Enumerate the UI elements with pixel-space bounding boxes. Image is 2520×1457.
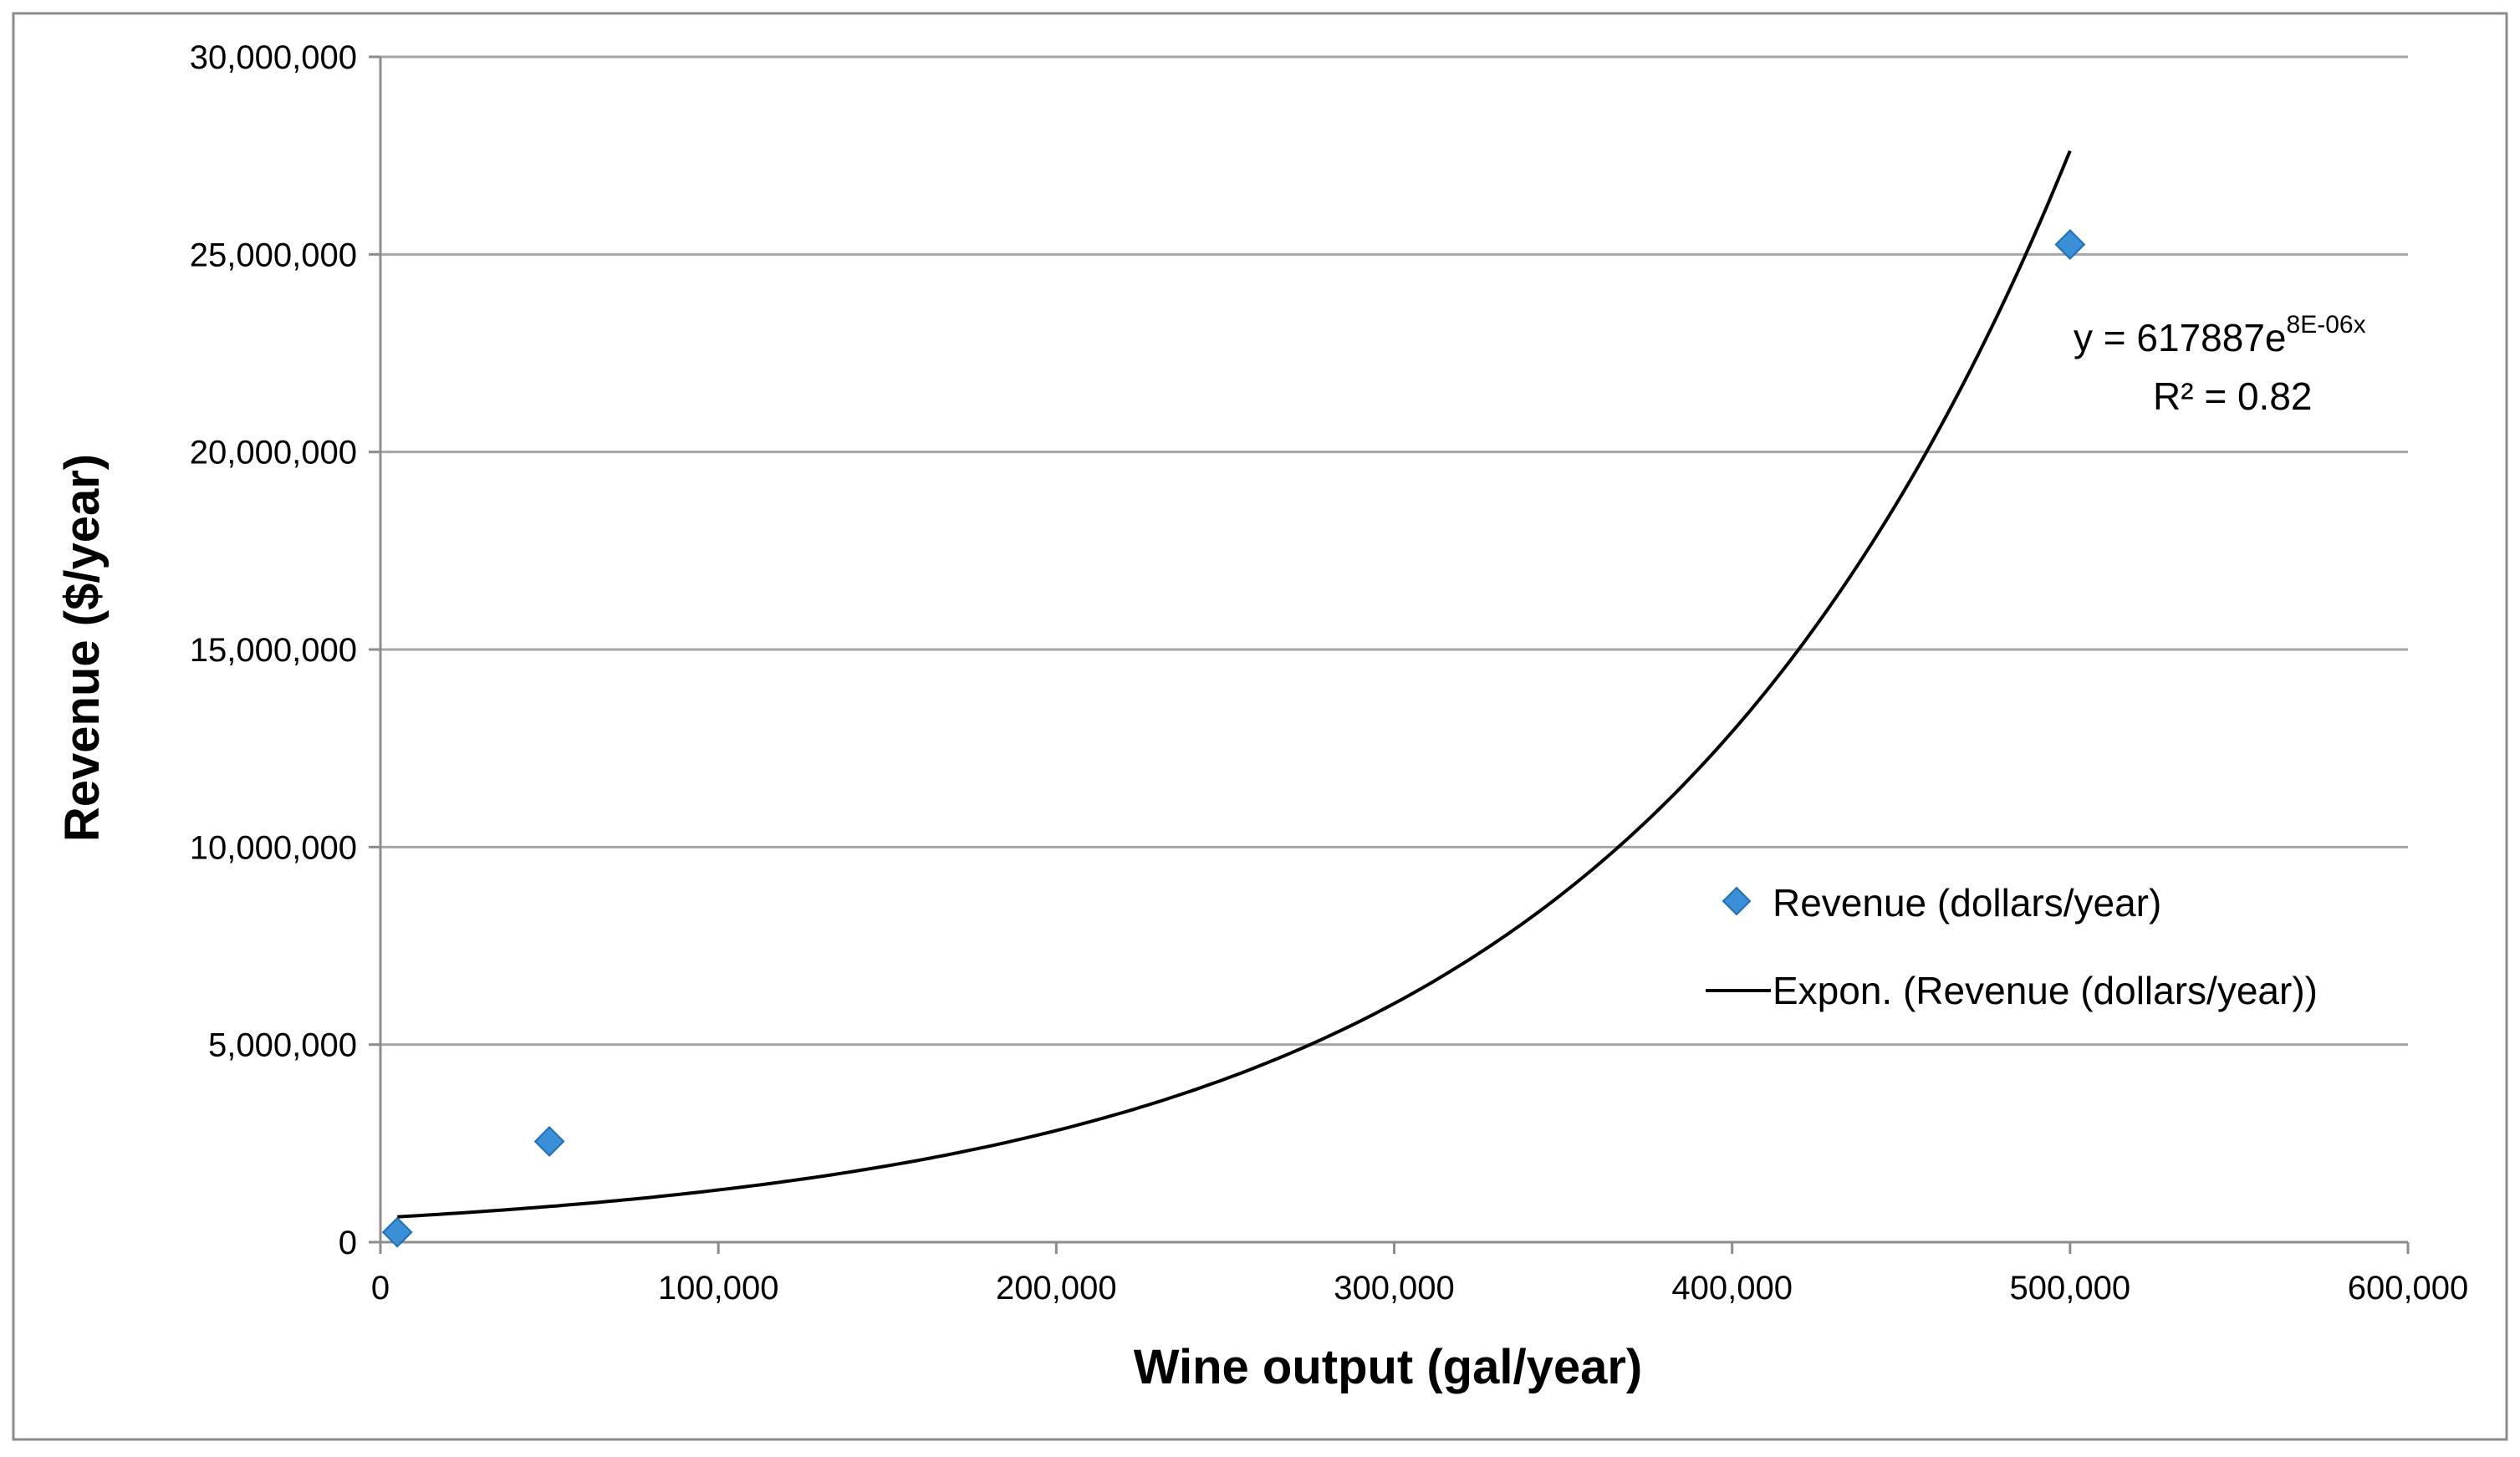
legend: Revenue (dollars/year) Expon. (Revenue (… [1706,881,2318,1012]
x-tick-label-1: 100,000 [658,1270,779,1307]
data-point-1 [533,1126,565,1157]
y-axis-title: Revenue ($/year) [55,454,110,842]
equation-base: y = 617887e [2074,316,2287,359]
y-tick-label-4: 20,000,000 [190,435,357,471]
equation-text: y = 617887e8E-06x [2074,311,2366,359]
legend-marker-diamond [1722,886,1752,916]
legend-label-trend: Expon. (Revenue (dollars/year)) [1773,969,2318,1012]
r-squared-text: R² = 0.82 [2153,374,2313,418]
x-tick-label-6: 600,000 [2348,1270,2469,1307]
x-tick-label-2: 200,000 [996,1270,1117,1307]
chart-area-border [12,12,2508,1441]
y-tick-label-5: 25,000,000 [190,237,357,273]
legend-label-revenue: Revenue (dollars/year) [1773,881,2161,925]
data-point-0 [381,1216,413,1248]
y-tick-label-3: 15,000,000 [190,632,357,669]
trendline-curve [397,150,2072,1219]
trendline-group [397,150,2072,1219]
x-tick-label-5: 500,000 [2010,1270,2131,1307]
gridlines [380,55,2408,1047]
x-axis-title: Wine output (gal/year) [1134,1340,1643,1394]
data-points [381,229,2086,1248]
y-tick-label-6: 30,000,000 [190,39,357,76]
tick-labels: 0 5,000,000 10,000,000 15,000,000 20,000,000… [190,39,2469,1307]
axes [369,55,2410,1254]
trendline-equation: y = 617887e8E-06x R² = 0.82 [2074,311,2366,418]
data-point-2 [2054,229,2086,260]
y-tick-label-0: 0 [339,1225,357,1261]
equation-exponent: 8E-06x [2287,311,2366,339]
x-tick-label-4: 400,000 [1671,1270,1793,1307]
x-tick-label-0: 0 [371,1270,390,1307]
y-tick-label-2: 10,000,000 [190,829,357,866]
x-tick-label-3: 300,000 [1334,1270,1455,1307]
y-tick-label-1: 5,000,000 [208,1027,357,1064]
